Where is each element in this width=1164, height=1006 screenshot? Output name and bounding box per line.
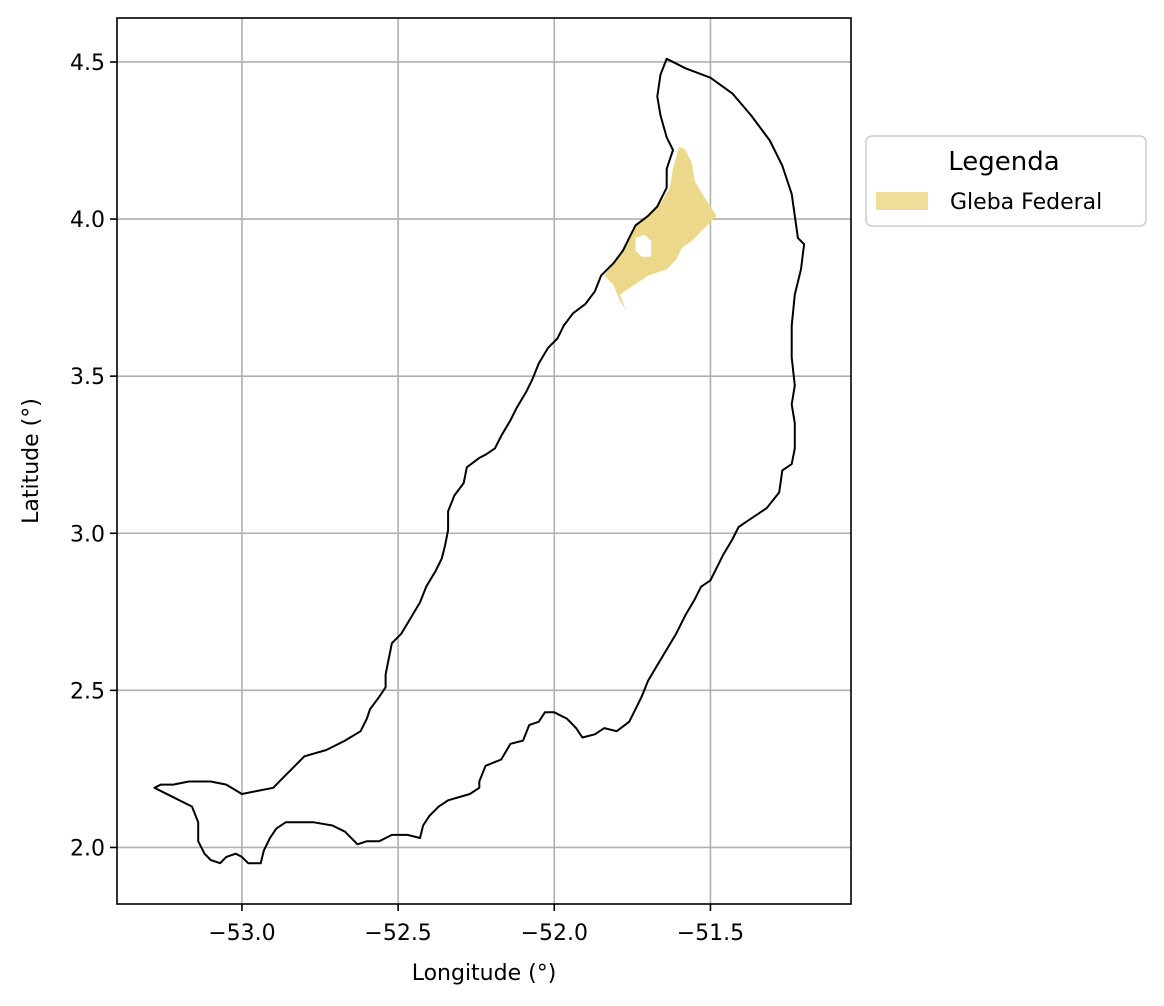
grid-lines xyxy=(117,18,851,904)
legend-title: Legenda xyxy=(948,147,1059,177)
y-axis-label: Latitude (°) xyxy=(19,398,44,524)
x-tick-label: −51.5 xyxy=(677,921,744,946)
y-tick-label: 4.5 xyxy=(70,51,105,76)
y-tick-label: 3.5 xyxy=(70,365,105,390)
plot-frame xyxy=(116,17,852,905)
map-layers xyxy=(153,57,806,865)
legend: Legenda Gleba Federal xyxy=(865,135,1147,227)
legend-label-gleba-federal: Gleba Federal xyxy=(950,190,1102,215)
boundary-outline xyxy=(153,57,806,865)
plot-background xyxy=(117,18,851,904)
x-axis-ticks: −53.0 −52.5 −52.0 −51.5 xyxy=(208,904,744,946)
x-tick-label: −52.0 xyxy=(521,921,588,946)
x-tick-label: −52.5 xyxy=(364,921,431,946)
legend-box xyxy=(865,135,1147,227)
y-axis-ticks: 2.0 2.5 3.0 3.5 4.0 4.5 xyxy=(70,51,117,861)
gleba-federal-polygon xyxy=(604,146,717,311)
plot-area: −53.0 −52.5 −52.0 −51.5 2.0 2.5 3.0 3.5 4.0 4.5 xyxy=(70,17,852,946)
y-tick-label: 4.0 xyxy=(70,208,105,233)
y-tick-label: 2.0 xyxy=(70,836,105,861)
y-tick-label: 2.5 xyxy=(70,679,105,704)
x-tick-label: −53.0 xyxy=(208,921,275,946)
y-tick-label: 3.0 xyxy=(70,522,105,547)
x-axis-label: Longitude (°) xyxy=(412,961,557,986)
legend-swatch-gleba-federal xyxy=(876,192,928,210)
